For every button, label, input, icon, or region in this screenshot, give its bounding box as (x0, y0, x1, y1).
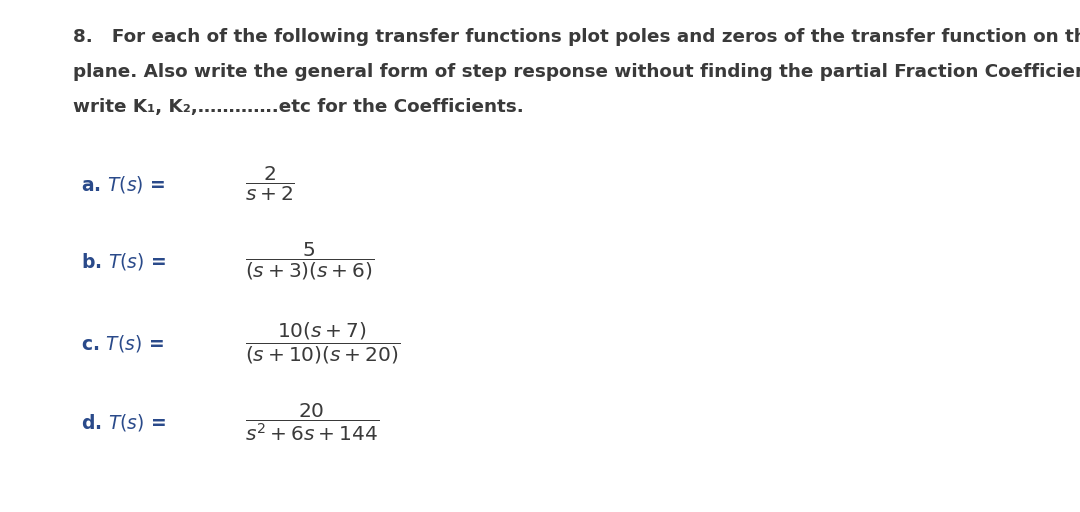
Text: a. $\mathit{T(s)}$ =: a. $\mathit{T(s)}$ = (81, 174, 165, 195)
Text: $\dfrac{20}{s^2+6s+144}$: $\dfrac{20}{s^2+6s+144}$ (245, 401, 379, 443)
Text: $\dfrac{10(s+7)}{(s+10)(s+20)}$: $\dfrac{10(s+7)}{(s+10)(s+20)}$ (245, 321, 401, 366)
Text: b. $\mathit{T(s)}$ =: b. $\mathit{T(s)}$ = (81, 250, 166, 272)
Text: d. $\mathit{T(s)}$ =: d. $\mathit{T(s)}$ = (81, 412, 166, 433)
Text: $\dfrac{2}{s+2}$: $\dfrac{2}{s+2}$ (245, 165, 295, 203)
Text: c. $\mathit{T(s)}$ =: c. $\mathit{T(s)}$ = (81, 332, 164, 354)
Text: 8.   For each of the following transfer functions plot poles and zeros of the tr: 8. For each of the following transfer fu… (73, 28, 1080, 46)
Text: write K₁, K₂,………….etc for the Coefficients.: write K₁, K₂,………….etc for the Coefficien… (73, 98, 524, 116)
Text: $\dfrac{5}{(s+3)(s+6)}$: $\dfrac{5}{(s+3)(s+6)}$ (245, 241, 375, 282)
Text: plane. Also write the general form of step response without finding the partial : plane. Also write the general form of st… (73, 63, 1080, 81)
